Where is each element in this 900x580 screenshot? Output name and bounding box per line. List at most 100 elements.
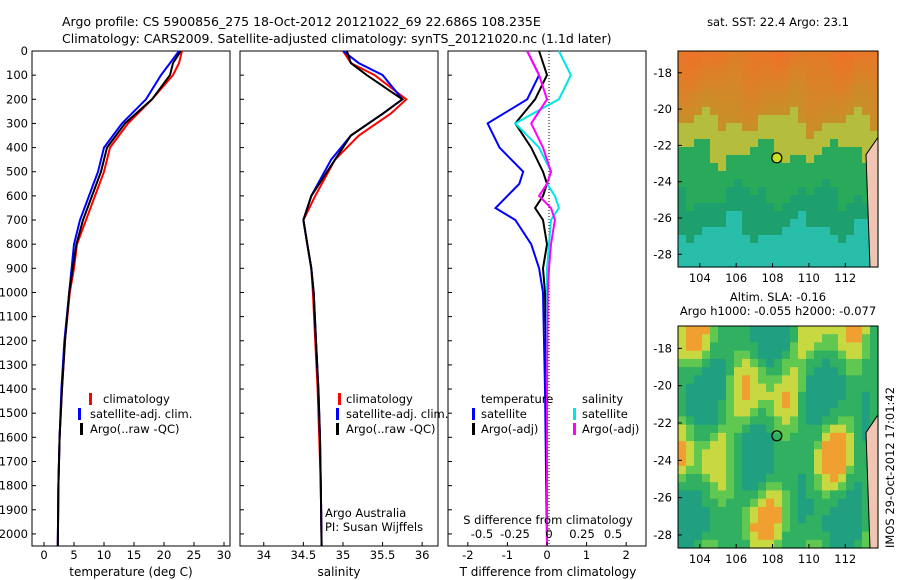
map-cell — [702, 251, 711, 260]
map-cell — [782, 75, 791, 84]
map-cell — [790, 147, 799, 156]
map-cell — [766, 243, 775, 252]
map-cell — [710, 506, 719, 516]
map-cell — [790, 251, 799, 260]
map-cell — [822, 539, 831, 549]
map-cell — [710, 155, 719, 164]
map-cell — [686, 227, 695, 236]
map-cell — [870, 51, 879, 60]
map-cell — [750, 539, 759, 549]
map-cell — [854, 408, 863, 417]
map-cell — [766, 75, 775, 84]
map-cell — [758, 350, 767, 360]
map-cell — [766, 219, 775, 228]
y-tick-label: 700 — [6, 213, 28, 227]
map-cell — [822, 75, 831, 84]
map-cell — [742, 342, 751, 352]
map-cell — [790, 506, 799, 516]
map-cell — [870, 408, 879, 417]
map-cell — [742, 219, 751, 228]
map-cell — [702, 179, 711, 188]
map-cell — [838, 424, 847, 434]
map-cell — [862, 243, 871, 252]
map-cell — [734, 107, 743, 116]
map-cell — [694, 326, 703, 335]
map-cell — [838, 457, 847, 467]
map-cell — [854, 375, 863, 385]
map-cell — [830, 465, 839, 475]
map-cell — [854, 51, 863, 60]
map-cell — [846, 531, 855, 541]
map-cell — [710, 416, 719, 426]
map-cell — [750, 91, 759, 100]
map-cell — [822, 67, 831, 76]
map-cell — [806, 91, 815, 100]
map-cell — [782, 449, 791, 459]
map-cell — [814, 123, 823, 132]
map-cell — [782, 195, 791, 204]
map-cell — [790, 51, 799, 60]
map-cell — [782, 211, 791, 220]
map-cell — [838, 474, 847, 483]
map-cell — [726, 155, 735, 164]
map-cell — [774, 115, 783, 124]
map-cell — [750, 350, 759, 360]
map-cell — [710, 187, 719, 196]
map-cell — [750, 531, 759, 541]
map-cell — [782, 441, 791, 450]
map-cell — [710, 115, 719, 124]
map-cell — [838, 539, 847, 549]
map-cell — [734, 99, 743, 108]
map-cell — [742, 391, 751, 401]
map-cell — [686, 358, 695, 368]
map-cell — [766, 139, 775, 148]
map-cell — [846, 51, 855, 60]
map-cell — [710, 203, 719, 212]
map-cell — [758, 358, 767, 368]
map-cell — [822, 334, 831, 343]
map-cell — [774, 482, 783, 491]
map-cell — [726, 235, 735, 244]
map-cell — [718, 107, 727, 116]
map-cell — [790, 211, 799, 220]
map-cell — [862, 531, 871, 541]
map-cell — [734, 400, 743, 409]
map-cell — [774, 67, 783, 76]
map-cell — [854, 490, 863, 500]
map-cell — [710, 163, 719, 172]
map-cell — [750, 107, 759, 116]
map-cell — [798, 490, 807, 500]
map-cell — [734, 227, 743, 236]
map-cell — [798, 482, 807, 491]
map-cell — [694, 465, 703, 475]
map-cell — [686, 131, 695, 140]
map-cell — [862, 251, 871, 260]
map-cell — [702, 115, 711, 124]
map-cell — [846, 235, 855, 244]
map-cell — [798, 179, 807, 188]
map-cell — [678, 243, 687, 252]
map-cell — [678, 375, 687, 385]
map-cell — [758, 367, 767, 376]
map-cell — [822, 147, 831, 156]
map-cell — [806, 259, 815, 268]
map-cell — [750, 498, 759, 508]
map-cell — [854, 91, 863, 100]
map-cell — [710, 251, 719, 260]
map-cell — [798, 59, 807, 68]
map-cell — [822, 203, 831, 212]
map-cell — [710, 235, 719, 244]
map-cell — [838, 147, 847, 156]
map-cell — [694, 432, 703, 442]
map-x-tick-label: 110 — [798, 552, 820, 566]
map-cell — [710, 531, 719, 541]
map-cell — [710, 449, 719, 459]
map-cell — [822, 342, 831, 352]
map-cell — [766, 115, 775, 124]
map-cell — [838, 203, 847, 212]
map-cell — [790, 171, 799, 180]
map-cell — [750, 251, 759, 260]
map-cell — [766, 187, 775, 196]
map-cell — [758, 432, 767, 442]
map-cell — [678, 515, 687, 524]
